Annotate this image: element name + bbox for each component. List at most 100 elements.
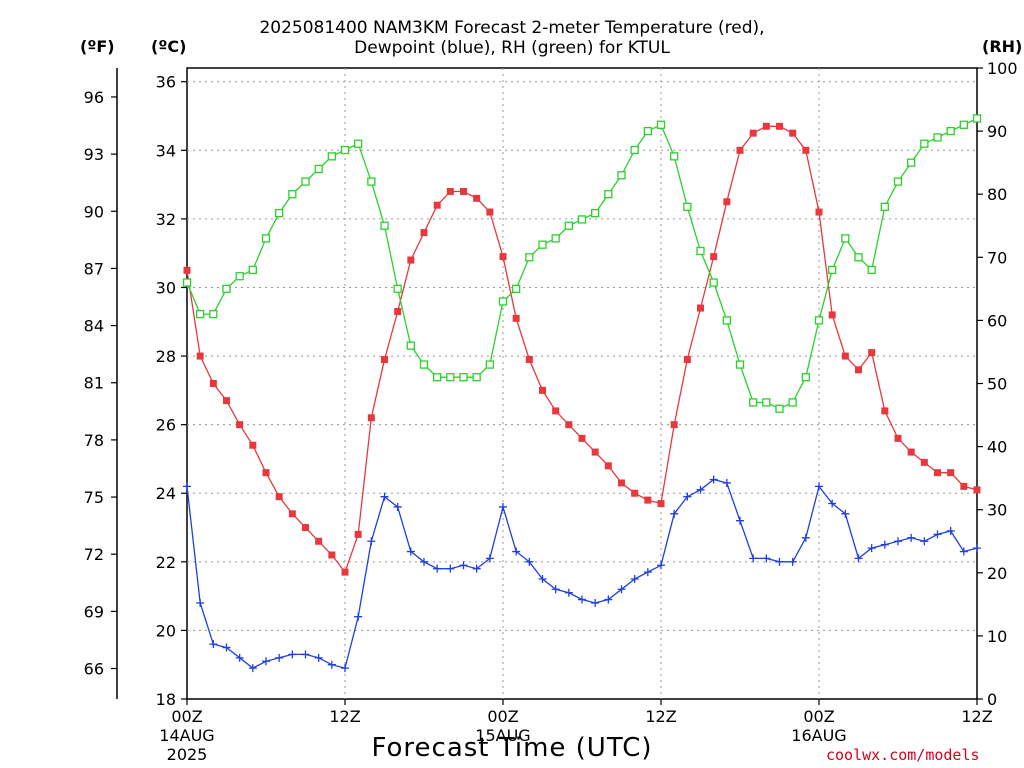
rh-point (893, 177, 903, 186)
x-tick-label: 00Z (487, 707, 518, 726)
dewpoint-point (433, 564, 442, 573)
temperature-point (710, 253, 718, 261)
temperature-point (367, 414, 375, 422)
rh-point (933, 133, 942, 142)
rh-point (433, 373, 442, 382)
temperature-point (762, 122, 770, 130)
rh-point (683, 202, 692, 211)
rh-point (788, 398, 797, 407)
dewpoint-point (933, 530, 942, 539)
temperature-point (776, 122, 783, 130)
temperature-point (473, 194, 481, 202)
rh-point (722, 316, 731, 325)
rh-point (920, 139, 929, 148)
dewpoint-point (459, 561, 468, 570)
dewpoint-point (341, 664, 349, 673)
dewpoint-point (235, 653, 244, 662)
fahrenheit-tick-label: 78 (84, 431, 104, 450)
temperature-point (420, 229, 428, 237)
rh-point (749, 398, 758, 407)
dewpoint-point (485, 554, 494, 563)
x-axis-title: Forecast Time (UTC) (371, 733, 653, 763)
dewpoint-point (525, 557, 534, 566)
rh-axis-unit: (RH) (982, 37, 1023, 56)
temperature-point (433, 201, 441, 209)
temperature-point (828, 311, 836, 319)
temperature-point (328, 551, 336, 559)
rh-point (538, 240, 547, 249)
dewpoint-point (380, 492, 389, 501)
dewpoint-point (551, 585, 560, 594)
rh-point (551, 234, 560, 243)
fahrenheit-tick-label: 87 (84, 259, 104, 278)
rh-tick-label: 60 (987, 311, 1007, 330)
temperature-point (947, 469, 955, 477)
temperature-point (815, 208, 823, 216)
rh-tick-label: 70 (987, 248, 1007, 267)
dewpoint-point (696, 485, 705, 494)
rh-point (235, 272, 244, 281)
temperature-point (973, 486, 981, 494)
temperature-point (249, 441, 257, 449)
rh-point (762, 398, 771, 407)
temperature-point (446, 187, 454, 195)
celsius-tick-label: 26 (156, 416, 176, 435)
temperature-point (341, 568, 349, 576)
dewpoint-point (420, 557, 428, 566)
temperature-point (723, 198, 731, 206)
x-tick-date-label: 15AUG (475, 726, 530, 745)
rh-point (340, 145, 350, 155)
dewpoint-point (183, 482, 191, 491)
dewpoint-point (828, 499, 837, 508)
dewpoint-point (841, 509, 850, 518)
rh-point (801, 373, 810, 382)
rh-point (485, 360, 494, 369)
temperature-point (565, 421, 573, 429)
rh-point (604, 190, 613, 199)
dewpoint-point (472, 564, 481, 573)
dewpoint-point (209, 640, 218, 649)
rh-point (288, 190, 297, 199)
temperature-point (644, 496, 652, 504)
rh-point (261, 234, 271, 243)
dewpoint-point (301, 650, 310, 659)
dewpoint-point (327, 660, 336, 669)
x-tick-label: 12Z (645, 707, 676, 726)
temperature-point (789, 129, 797, 137)
celsius-tick-label: 20 (156, 621, 176, 640)
dewpoint-point (499, 502, 507, 511)
dewpoint-point (762, 554, 771, 563)
dewpoint-point (196, 598, 205, 607)
dewpoint-point (248, 664, 257, 673)
celsius-tick-label: 30 (156, 278, 176, 297)
temperature-point (315, 537, 323, 545)
dewpoint-point (604, 595, 613, 604)
dewpoint-point (630, 574, 639, 583)
rh-point (209, 309, 218, 319)
x-tick-label: 00Z (171, 707, 202, 726)
rh-tick-label: 50 (987, 375, 1007, 394)
dewpoint-point (617, 585, 626, 594)
rh-tick-label: 10 (987, 627, 1007, 646)
dewpoint-point (894, 537, 902, 546)
celsius-tick-label: 34 (156, 141, 176, 160)
temperature-point (697, 304, 704, 312)
dewpoint-line (186, 478, 978, 669)
rh-tick-label: 90 (987, 122, 1007, 141)
rh-point (775, 404, 784, 413)
celsius-axis-unit: (ºC) (151, 37, 187, 56)
temperature-point (855, 366, 862, 374)
rh-point (393, 284, 402, 294)
x-tick-label: 12Z (961, 707, 992, 726)
temperature-point (223, 397, 230, 405)
rh-point (564, 221, 573, 230)
temperature-point (460, 187, 467, 195)
temperature-point (525, 355, 533, 363)
rh-point (630, 145, 639, 155)
dewpoint-point (920, 537, 929, 546)
dewpoint-point (709, 475, 718, 484)
temperature-point (288, 510, 296, 518)
fahrenheit-tick-label: 90 (84, 202, 104, 221)
temperature-point (802, 146, 810, 154)
